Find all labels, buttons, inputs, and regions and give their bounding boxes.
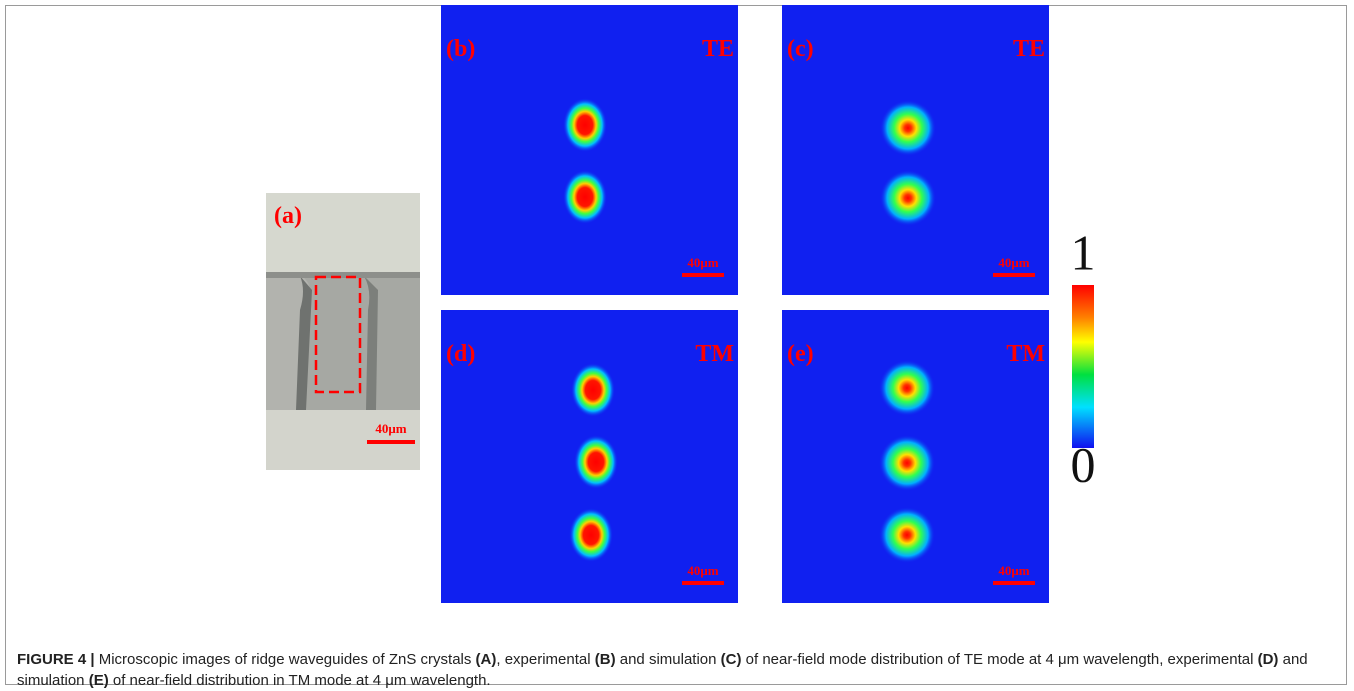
caption-segment: , experimental (496, 651, 594, 668)
mode-label: TE (1013, 36, 1045, 62)
panel-label: (b) (446, 36, 475, 62)
mode-spot (563, 170, 607, 224)
panel-label: (c) (787, 36, 814, 62)
caption-segment: (B) (595, 651, 616, 668)
mode-spot (571, 363, 615, 417)
caption-segment: and simulation (616, 651, 721, 668)
figure-image: 1 0 (a) 40μm (b) TE 40μm (c) TE 40μm (d) TM 40μm… (0, 0, 1354, 640)
scale-bar (993, 581, 1035, 585)
mode-spot (569, 508, 613, 562)
caption-segment: (C) (721, 651, 742, 668)
scale-bar (682, 273, 724, 277)
scale-bar (993, 273, 1035, 277)
scale-bar-label: 40μm (375, 421, 406, 436)
mode-label: TE (702, 36, 734, 62)
caption-segment: of near-field mode distribution of TE mo… (741, 651, 1257, 668)
colorbar (1072, 285, 1094, 448)
scale-bar-label: 40μm (998, 255, 1029, 270)
scale-bar (682, 581, 724, 585)
caption-segment: (E) (89, 672, 109, 689)
scale-bar-label: 40μm (687, 563, 718, 578)
mode-spot (563, 98, 607, 152)
colorbar-max: 1 (1071, 224, 1096, 280)
caption-segment: (A) (476, 651, 497, 668)
mode-spot (574, 435, 618, 489)
figure: 1 0 (a) 40μm (b) TE 40μm (c) TE 40μm (d) TM 40μm… (0, 0, 1354, 691)
caption: FIGURE 4 | Microscopic images of ridge w… (17, 649, 1327, 691)
mode-spot (879, 507, 935, 563)
panel-label: (e) (787, 341, 814, 367)
mode-spot (880, 100, 936, 156)
caption-segment: Microscopic images of ridge waveguides o… (95, 651, 476, 668)
caption-segment: (D) (1258, 651, 1279, 668)
mode-spot (879, 435, 935, 491)
mode-label: TM (1006, 341, 1045, 367)
mode-spot (880, 170, 936, 226)
colorbar-min: 0 (1071, 436, 1096, 492)
mode-label: TM (695, 341, 734, 367)
mode-spot (879, 360, 935, 416)
caption-segment: of near-field distribution in TM mode at… (109, 672, 491, 689)
scale-bar-label: 40μm (998, 563, 1029, 578)
figure-label: FIGURE 4 | (17, 651, 95, 668)
scale-bar-label: 40μm (687, 255, 718, 270)
panel-label: (d) (446, 341, 475, 367)
panel-label: (a) (274, 203, 302, 229)
